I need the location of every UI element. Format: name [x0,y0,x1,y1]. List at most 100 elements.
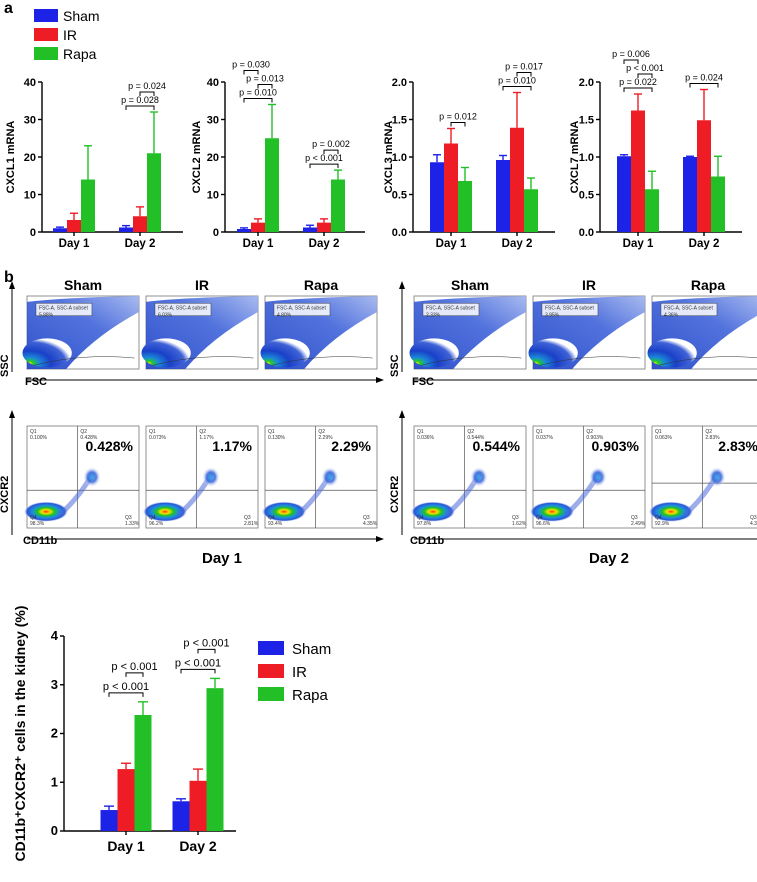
q2-label: Q2 [80,429,87,435]
y-tick-label: 4 [51,628,59,643]
main-population [529,501,575,522]
y-tick-label: 40 [207,77,219,89]
q2-value: 2.83% [705,435,720,441]
significance-bracket: p = 0.010 [239,88,277,103]
q1-value: 0.037% [536,435,554,441]
cxcr2-cd11b-percent: 0.544% [473,438,521,454]
q2-value: 1.17% [199,435,214,441]
chart-1: 0 10 20 30 40 CXCL2 mRNA Day 1 Day 2 p = 0.010 p … [191,60,365,250]
bar-rapa [81,179,95,232]
x-category-label: Day 2 [689,238,720,250]
q3-value: 2.81% [244,521,259,527]
chart-2: 0.0 0.5 1.0 1.5 2.0 CXCL3 mRNA Day 1 Day 2 p = 0… [383,62,555,250]
q3-value: 4.35% [363,521,378,527]
q3-label: Q3 [512,515,519,521]
gate-outline [539,356,641,366]
bar-ir [189,780,207,831]
gate-label-box [154,303,212,316]
gate-label: FSC-A, SSC-A subset [426,305,476,311]
y-tick-label: 10 [207,190,219,202]
significance-bracket: p < 0.001 [175,657,221,674]
significance-bracket: p = 0.028 [121,95,159,110]
bar-sham [683,157,697,232]
q3-label: Q3 [125,515,132,521]
significance-bracket: p = 0.017 [505,62,543,77]
bar-sham [172,801,190,831]
bar-sham [100,810,118,831]
cxcr2-cd11b-percent: 1.17% [212,438,252,454]
bar-sham [119,227,133,232]
q3-label: Q3 [750,515,757,521]
bar-rapa [134,714,152,831]
bracket-line [623,59,639,64]
x-category-label: Day 1 [243,238,274,250]
bar-ir [697,120,711,232]
flow-group-title: Rapa [691,277,725,293]
q4-value: 97.8% [417,521,432,527]
flow-group-title: Rapa [304,277,338,293]
ssc-arrowhead [399,281,405,289]
bar-ir [251,222,265,232]
bracket-line [243,98,273,103]
x-category-label: Day 1 [623,238,654,250]
bar-rapa [711,176,725,232]
q4-label: Q4 [149,515,156,521]
q4-label: Q4 [655,515,662,521]
gate-percent: 4.80% [277,312,292,318]
q1-value: 0.130% [268,435,286,441]
y-tick-label: 0.0 [579,227,594,239]
significance-bracket: p = 0.024 [685,73,723,88]
q2-value: 2.29% [318,435,333,441]
p-value-label: p < 0.001 [626,63,664,73]
chart-4: 0 1 2 3 4 CD11b⁺CXCR2⁺ cells in the kidney (%… [12,606,236,861]
p-value-label: p = 0.010 [239,88,277,98]
double-positive-population [589,466,607,488]
p-value-label: p = 0.010 [498,76,536,86]
y-tick-label: 40 [24,77,36,89]
cxcr2-arrowhead [399,410,405,418]
bracket-line [108,692,144,697]
gate-label: FSC-A, SSC-A subset [39,305,89,311]
q3-value: 2.49% [631,521,646,527]
scatter-core [260,338,310,368]
gate-percent: 5.88% [39,312,54,318]
y-tick-label: 2.0 [392,77,407,89]
legend-swatch-sham [34,9,58,22]
cxcr2-cd11b-percent: 0.428% [86,438,134,454]
gate-percent: 4.36% [664,312,679,318]
legend-c: Sham IR Rapa [258,641,331,704]
gate-outline [420,356,522,366]
q4-label: Q4 [268,515,275,521]
cxcr2-cd11b-percent: 2.29% [331,438,371,454]
double-positive-population [202,466,220,488]
bar-rapa [206,688,224,831]
x-category-label: Day 2 [309,238,340,250]
bar-ir [133,216,147,232]
q1-value: 0.073% [149,435,167,441]
legend-a: Sham IR Rapa [34,8,100,62]
bracket-line [450,122,466,127]
gate-label-box [35,303,93,316]
bracket-line [125,105,155,110]
double-positive-population [470,466,488,488]
p-value-label: p < 0.001 [111,661,157,673]
q4-label: Q4 [417,515,424,521]
p-value-label: p = 0.028 [121,95,159,105]
ssc-axis-label: SSC [0,354,11,377]
significance-bracket: p = 0.022 [619,77,657,92]
legend-label-sham: Sham [63,8,100,24]
significance-bracket: p = 0.002 [312,139,350,155]
y-axis-label: CXCL3 mRNA [383,121,395,194]
q4-value: 98.3% [30,521,45,527]
gate-outline [152,356,254,366]
scatter-core [22,338,72,368]
legend-swatch-ir [34,28,58,41]
q2-label: Q2 [586,429,593,435]
flow-group-title: Sham [64,277,102,293]
significance-bracket: p = 0.024 [128,81,166,96]
